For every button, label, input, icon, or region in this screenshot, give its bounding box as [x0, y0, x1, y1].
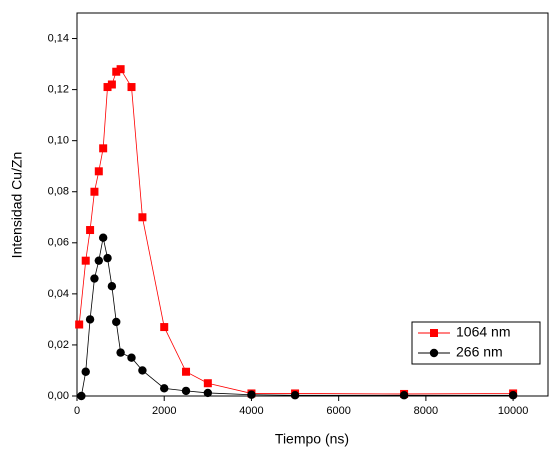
- legend-marker: [429, 348, 439, 358]
- x-tick-label: 8000: [414, 405, 438, 417]
- marker: [75, 320, 84, 329]
- marker: [94, 256, 104, 265]
- y-tick-label: 0,14: [48, 32, 69, 44]
- marker: [160, 323, 169, 332]
- legend-marker: [430, 329, 438, 337]
- marker: [247, 390, 256, 399]
- y-tick-label: 0,00: [48, 390, 69, 402]
- marker: [103, 253, 112, 263]
- marker: [81, 367, 90, 376]
- marker: [99, 144, 108, 153]
- y-axis-label: Intensidad Cu/Zn: [9, 152, 25, 259]
- marker: [203, 379, 212, 388]
- marker: [138, 213, 147, 222]
- marker: [399, 391, 409, 400]
- marker: [138, 366, 147, 375]
- y-tick-label: 0,06: [48, 237, 69, 249]
- marker: [103, 83, 112, 92]
- marker: [112, 317, 121, 327]
- y-tick-label: 0,10: [48, 135, 69, 147]
- x-axis-label: Tiempo (ns): [275, 431, 349, 447]
- legend-label: 1064 nm: [456, 324, 510, 340]
- marker: [116, 65, 125, 74]
- marker: [98, 233, 108, 242]
- marker: [77, 391, 86, 401]
- marker: [203, 388, 213, 398]
- marker: [107, 282, 117, 291]
- marker: [127, 83, 136, 92]
- marker: [107, 80, 116, 89]
- marker: [127, 353, 136, 362]
- marker: [90, 274, 99, 283]
- marker: [94, 167, 103, 176]
- x-tick-label: 10000: [498, 405, 529, 417]
- y-tick-label: 0,12: [48, 84, 69, 96]
- y-tick-label: 0,08: [48, 186, 69, 198]
- marker: [508, 391, 518, 400]
- marker: [81, 256, 90, 265]
- marker: [86, 226, 95, 235]
- marker: [160, 384, 169, 393]
- x-tick-label: 6000: [326, 405, 350, 417]
- marker: [112, 67, 121, 76]
- legend-label: 266 nm: [456, 344, 503, 360]
- plot-frame: [76, 12, 549, 397]
- marker: [85, 315, 95, 324]
- x-tick-label: 2000: [152, 405, 176, 417]
- x-tick-label: 4000: [239, 405, 263, 417]
- y-tick-label: 0,04: [48, 288, 69, 300]
- marker: [181, 386, 191, 396]
- y-tick-label: 0,02: [48, 339, 69, 351]
- marker: [116, 348, 125, 357]
- x-tick-label: 0: [74, 405, 80, 417]
- marker: [182, 367, 191, 376]
- marker: [290, 391, 300, 400]
- marker: [90, 187, 99, 196]
